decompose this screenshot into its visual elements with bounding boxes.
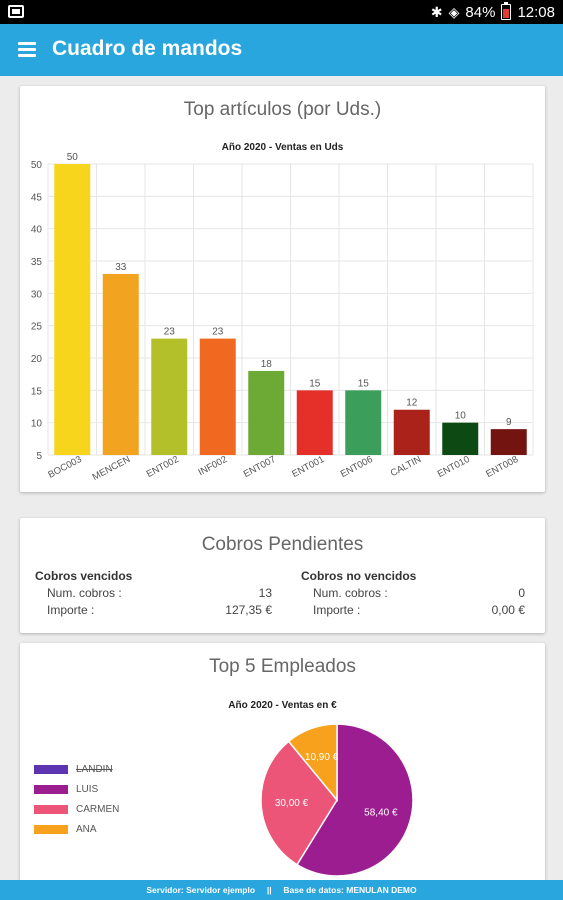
y-tick-label: 45 bbox=[31, 192, 43, 203]
pie-chart-title: Año 2020 - Ventas en € bbox=[228, 700, 337, 711]
bar-ent002 bbox=[151, 338, 188, 455]
overdue-amount-row: Importe : 127,35 € bbox=[35, 603, 272, 620]
legend-swatch bbox=[34, 785, 68, 794]
legend-label: LANDIN bbox=[76, 764, 113, 775]
bar-chart-title: Año 2020 - Ventas en Uds bbox=[221, 142, 344, 153]
pie-slice-ana bbox=[287, 723, 338, 803]
pending-payments-card: Cobros Pendientes Cobros vencidos Num. c… bbox=[20, 518, 545, 633]
bar-value-label: 12 bbox=[406, 398, 418, 409]
connection-footer: Servidor: Servidor ejemplo || Base de da… bbox=[0, 880, 563, 900]
not-overdue-count-value: 0 bbox=[518, 586, 525, 600]
bar-value-label: 23 bbox=[212, 327, 224, 338]
y-tick-label: 30 bbox=[31, 289, 43, 300]
not-overdue-heading: Cobros no vencidos bbox=[301, 569, 417, 583]
clock: 12:08 bbox=[517, 3, 555, 21]
bar-value-label: 9 bbox=[506, 417, 512, 428]
x-tick-label: CALTIN bbox=[389, 454, 423, 479]
bar-ent006 bbox=[345, 390, 382, 455]
top-employees-title: Top 5 Empleados bbox=[209, 656, 356, 677]
bar-ent007 bbox=[248, 370, 285, 455]
overdue-amount-label: Importe : bbox=[47, 603, 95, 617]
bar-value-label: 23 bbox=[164, 327, 176, 338]
bar-caltin bbox=[393, 409, 430, 455]
bluetooth-icon: ✱ bbox=[430, 4, 443, 20]
bar-value-label: 18 bbox=[261, 359, 273, 370]
x-tick-label: INF002 bbox=[196, 454, 229, 478]
x-tick-label: BOC003 bbox=[46, 454, 83, 481]
legend-item-luis[interactable]: LUIS bbox=[34, 784, 98, 795]
y-tick-label: 20 bbox=[31, 354, 43, 365]
overdue-amount-value: 127,35 € bbox=[225, 603, 272, 617]
legend-label: ANA bbox=[76, 824, 97, 835]
bar-value-label: 15 bbox=[358, 378, 370, 389]
y-tick-label: 15 bbox=[31, 386, 43, 397]
overdue-count-value: 13 bbox=[258, 586, 272, 600]
bar-ent008 bbox=[490, 429, 527, 455]
bar-value-label: 50 bbox=[67, 152, 79, 163]
y-tick-label: 40 bbox=[31, 225, 43, 236]
y-tick-label: 50 bbox=[31, 160, 43, 171]
legend-swatch bbox=[34, 765, 68, 774]
pie-slice-luis bbox=[296, 723, 414, 877]
legend-label: CARMEN bbox=[76, 804, 120, 815]
pie-slice-label: 10,90 € bbox=[305, 752, 339, 763]
menu-icon[interactable] bbox=[18, 42, 36, 57]
x-tick-label: ENT006 bbox=[339, 454, 375, 480]
app-bar: Cuadro de mandos bbox=[0, 24, 563, 76]
legend-swatch bbox=[34, 805, 68, 814]
y-tick-label: 25 bbox=[31, 322, 43, 333]
x-tick-label: ENT007 bbox=[242, 454, 278, 480]
y-tick-label: 35 bbox=[31, 257, 43, 268]
legend-label: LUIS bbox=[76, 784, 99, 795]
bar-value-label: 15 bbox=[309, 378, 321, 389]
not-overdue-section: Cobros no vencidos Num. cobros : 0 Impor… bbox=[301, 569, 525, 620]
app-title: Cuadro de mandos bbox=[52, 37, 243, 60]
bar-boc003 bbox=[54, 164, 91, 455]
bar-inf002 bbox=[199, 338, 236, 455]
bar-value-label: 33 bbox=[115, 262, 127, 273]
pie-slice-label: 58,40 € bbox=[364, 807, 398, 818]
overdue-count-label: Num. cobros : bbox=[47, 586, 122, 600]
battery-icon bbox=[501, 1, 512, 20]
pending-payments-title: Cobros Pendientes bbox=[201, 534, 364, 555]
notification-icon bbox=[8, 5, 24, 18]
legend-item-carmen[interactable]: CARMEN bbox=[34, 804, 119, 815]
pie-slice-label: 30,00 € bbox=[275, 798, 309, 809]
top-articles-card: Top artículos (por Uds.) Año 2020 - Vent… bbox=[20, 86, 545, 492]
wifi-icon: ◈ bbox=[448, 4, 460, 20]
legend-item-landin[interactable]: LANDIN bbox=[34, 764, 113, 775]
bar-chart: 50 45 40 35 30 25 20 15 10 5 50 BOC003 33 MENCEN 23 ENT… bbox=[31, 152, 534, 483]
not-overdue-count-row: Num. cobros : 0 bbox=[301, 586, 525, 603]
not-overdue-amount-label: Importe : bbox=[313, 603, 361, 617]
top-employees-card: Top 5 Empleados Año 2020 - Ventas en € L… bbox=[20, 643, 545, 888]
legend-item-ana[interactable]: ANA bbox=[34, 824, 97, 835]
x-tick-label: ENT010 bbox=[436, 454, 472, 480]
overdue-count-row: Num. cobros : 13 bbox=[35, 586, 272, 603]
overdue-heading: Cobros vencidos bbox=[35, 569, 133, 583]
pie-slice-carmen bbox=[260, 740, 338, 866]
pie-chart: 58,40 € 30,00 € 10,90 € bbox=[260, 723, 414, 877]
x-tick-label: ENT002 bbox=[145, 454, 181, 480]
bar-ent001 bbox=[296, 390, 333, 455]
status-bar: ✱ ◈ 84% 12:08 bbox=[0, 0, 563, 24]
bar-value-label: 10 bbox=[455, 411, 467, 422]
y-tick-label: 10 bbox=[31, 419, 43, 430]
battery-percent: 84% bbox=[465, 3, 496, 21]
x-tick-label: ENT001 bbox=[290, 454, 326, 480]
not-overdue-amount-value: 0,00 € bbox=[491, 603, 525, 617]
top-articles-title: Top artículos (por Uds.) bbox=[183, 99, 382, 120]
overdue-section: Cobros vencidos Num. cobros : 13 Importe… bbox=[35, 569, 272, 620]
legend-swatch bbox=[34, 825, 68, 834]
bar-ent010 bbox=[442, 422, 479, 455]
x-tick-label: MENCEN bbox=[91, 454, 133, 483]
y-tick-label: 5 bbox=[36, 451, 42, 462]
not-overdue-count-label: Num. cobros : bbox=[313, 586, 388, 600]
x-tick-label: ENT008 bbox=[484, 454, 520, 480]
not-overdue-amount-row: Importe : 0,00 € bbox=[301, 603, 525, 620]
bar-mencen bbox=[102, 273, 139, 455]
